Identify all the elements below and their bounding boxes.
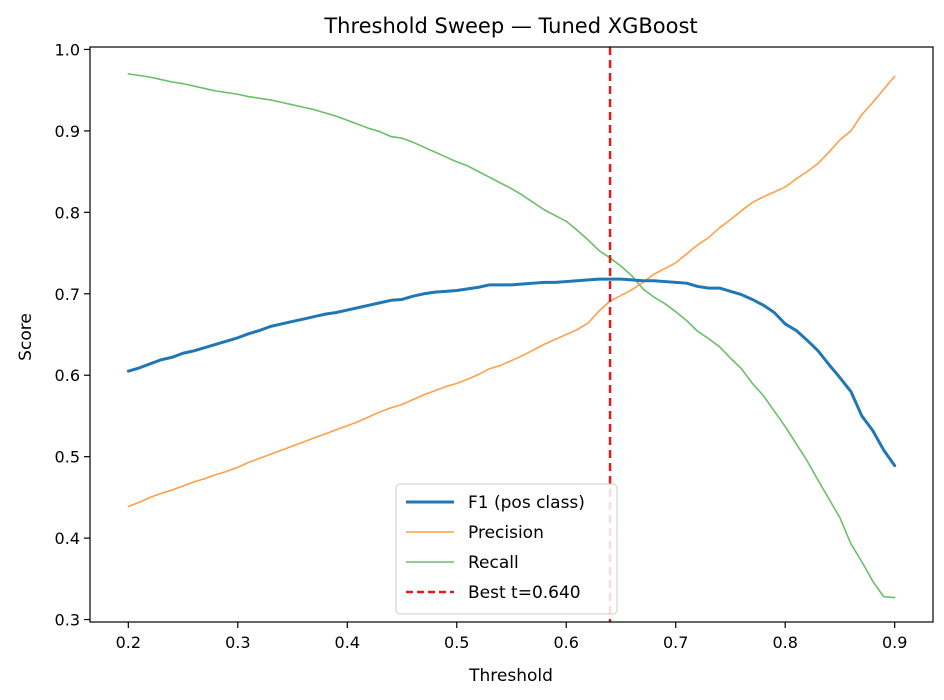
- legend-label: Recall: [468, 553, 519, 573]
- y-axis-label: Score: [16, 313, 36, 361]
- y-tick-label: 0.8: [55, 203, 80, 222]
- y-tick-label: 0.9: [55, 122, 80, 141]
- plot-area: [126, 47, 897, 622]
- axes-frame: [89, 46, 934, 623]
- series-line-recall: [127, 73, 896, 599]
- x-tick-label: 0.3: [225, 633, 250, 652]
- y-tick-label: 1.0: [55, 40, 80, 59]
- x-tick-label: 0.9: [882, 633, 907, 652]
- y-tick-label: 0.6: [55, 366, 80, 385]
- y-tick-label: 0.5: [55, 448, 80, 467]
- x-tick-label: 0.4: [335, 633, 360, 652]
- series-line-precision: [127, 75, 896, 508]
- chart-title: Threshold Sweep — Tuned XGBoost: [323, 14, 697, 38]
- axes: 0.2 0.3 0.4 0.5 0.6 0.7 0.8 0.9 0.3 0.4 0.5 0.6 0.7 0…: [55, 40, 934, 652]
- x-tick-label: 0.7: [663, 633, 688, 652]
- x-tick-label: 0.2: [116, 633, 141, 652]
- legend-label: Best t=0.640: [468, 583, 581, 603]
- legend-box: [395, 483, 618, 615]
- y-tick-label: 0.7: [55, 285, 80, 304]
- x-axis-label: Threshold: [468, 666, 553, 686]
- legend-label: F1 (pos class): [468, 493, 585, 513]
- x-tick-label: 0.8: [772, 633, 797, 652]
- series-line-f1-pos-class: [126, 277, 897, 468]
- legend: F1 (pos class) Precision Recall Best t=0.64…: [395, 483, 618, 615]
- legend-label: Precision: [468, 523, 544, 543]
- y-tick-label: 0.3: [55, 611, 80, 630]
- x-tick-label: 0.6: [554, 633, 579, 652]
- y-tick-label: 0.4: [55, 529, 80, 548]
- x-tick-label: 0.5: [444, 633, 469, 652]
